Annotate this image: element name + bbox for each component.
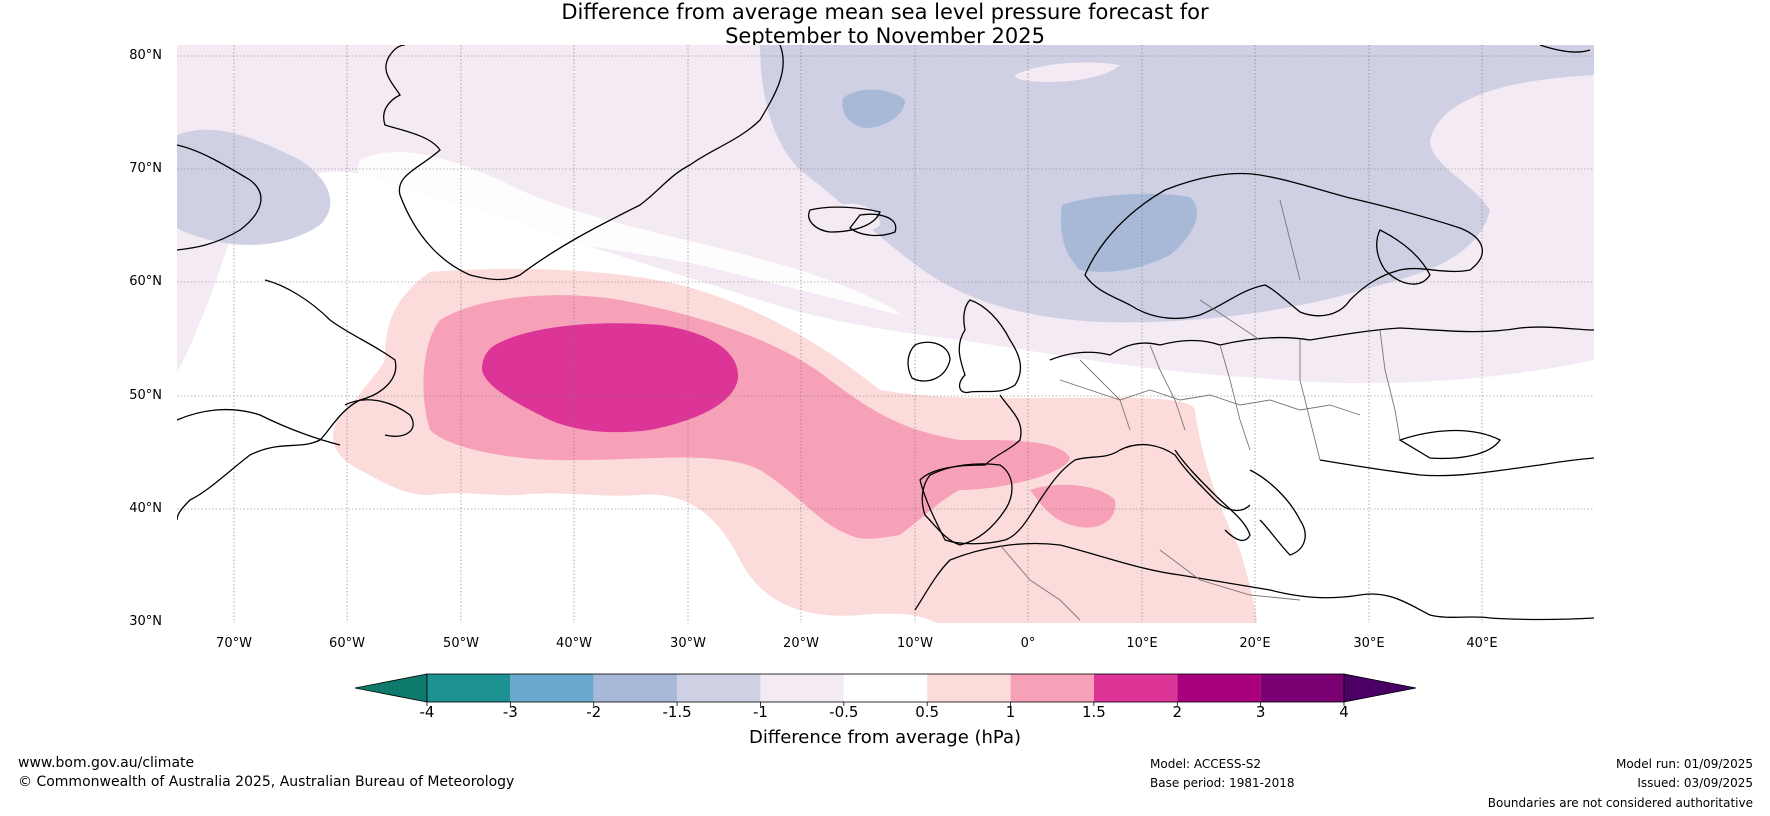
colorbar-segment [677, 674, 761, 702]
strong-positive-anomaly [482, 323, 739, 433]
colorbar-tick-label: -0.5 [829, 703, 859, 721]
model-run-date: Model run: 01/09/2025 [1615, 757, 1753, 771]
colorbar-segment [760, 674, 844, 702]
africa-coast [914, 542, 1594, 621]
colorbar-segment [1010, 674, 1094, 702]
lon-label-30w: 30°W [670, 636, 706, 651]
colorbar-segment [510, 674, 594, 702]
colorbar-segment [427, 674, 511, 702]
lat-label-30n: 30°N [129, 614, 162, 629]
issued-date: Issued: 03/09/2025 [1637, 776, 1753, 790]
colorbar-over-arrow [1343, 673, 1417, 703]
colorbar-tick-label: 2 [1172, 703, 1183, 721]
colorbar-tick-label: 0.5 [915, 703, 940, 721]
colorbar-tick-label: -1 [752, 703, 768, 721]
map-title: Difference from average mean sea level p… [0, 0, 1770, 48]
colorbar-under-arrow [354, 673, 428, 703]
lat-label-80n: 80°N [129, 48, 162, 63]
lon-label-0: 0° [1020, 636, 1036, 651]
colorbar-segment [1177, 674, 1261, 702]
colorbar-tick-label: 4 [1339, 703, 1349, 721]
lat-label-70n: 70°N [129, 161, 162, 176]
moderate-negative-anomaly [760, 45, 1594, 323]
colorbar-segment [1093, 674, 1178, 702]
lon-label-40w: 40°W [556, 636, 592, 651]
lon-label-10w: 10°W [897, 636, 933, 651]
greenland-coast [383, 45, 784, 281]
colorbar-tick-label: -3 [502, 703, 518, 721]
colorbar-title: Difference from average (hPa) [748, 727, 1022, 748]
anomaly-field [177, 45, 1594, 623]
lat-label-40n: 40°N [129, 501, 162, 516]
lat-label-50n: 50°N [129, 388, 162, 403]
coastlines [177, 45, 1594, 621]
colorbar-tick-label: -1.5 [662, 703, 692, 721]
lat-label-60n: 60°N [129, 274, 162, 289]
model-name: Model: ACCESS-S2 [1150, 757, 1262, 771]
title-line-2: September to November 2025 [725, 24, 1045, 48]
lon-label-20w: 20°W [783, 636, 819, 651]
lon-label-70w: 70°W [216, 636, 252, 651]
scandinavia-coast [1084, 172, 1483, 320]
baffin-coast [177, 144, 262, 251]
colorbar-segment [843, 674, 928, 702]
iberia-coast [921, 463, 1013, 546]
graticule [177, 45, 1594, 623]
website-link[interactable]: www.bom.gov.au/climate [18, 755, 195, 771]
boundaries-disclaimer: Boundaries are not considered authoritat… [1487, 796, 1753, 810]
colorbar-segment [1260, 674, 1344, 702]
colorbar-tick-label: -4 [419, 703, 435, 721]
italy-coast [1174, 449, 1251, 542]
lon-label-30e: 30°E [1353, 636, 1385, 651]
british-isles-coast [958, 299, 1022, 394]
lon-label-50w: 50°W [443, 636, 479, 651]
europe-coast [1049, 326, 1594, 361]
colorbar-segment [927, 674, 1011, 702]
colorbar-tick-label: 1 [1005, 703, 1016, 721]
lon-label-10e: 10°E [1126, 636, 1158, 651]
lon-label-20e: 20°E [1239, 636, 1271, 651]
colorbar-tick-label: 3 [1255, 703, 1266, 721]
title-line-1: Difference from average mean sea level p… [561, 0, 1209, 24]
country-borders [999, 199, 1401, 621]
copyright-text: © Commonwealth of Australia 2025, Austra… [18, 774, 515, 790]
base-period: Base period: 1981-2018 [1150, 776, 1295, 790]
colorbar-tick-label: -2 [586, 703, 602, 721]
lon-label-40e: 40°E [1466, 636, 1498, 651]
lon-label-60w: 60°W [329, 636, 365, 651]
colorbar-tick-label: 1.5 [1081, 703, 1106, 721]
colorbar-frame [426, 673, 1345, 703]
iceland-coast [808, 206, 881, 233]
strong-negative-anomaly [842, 89, 905, 128]
colorbar-segment [593, 674, 678, 702]
